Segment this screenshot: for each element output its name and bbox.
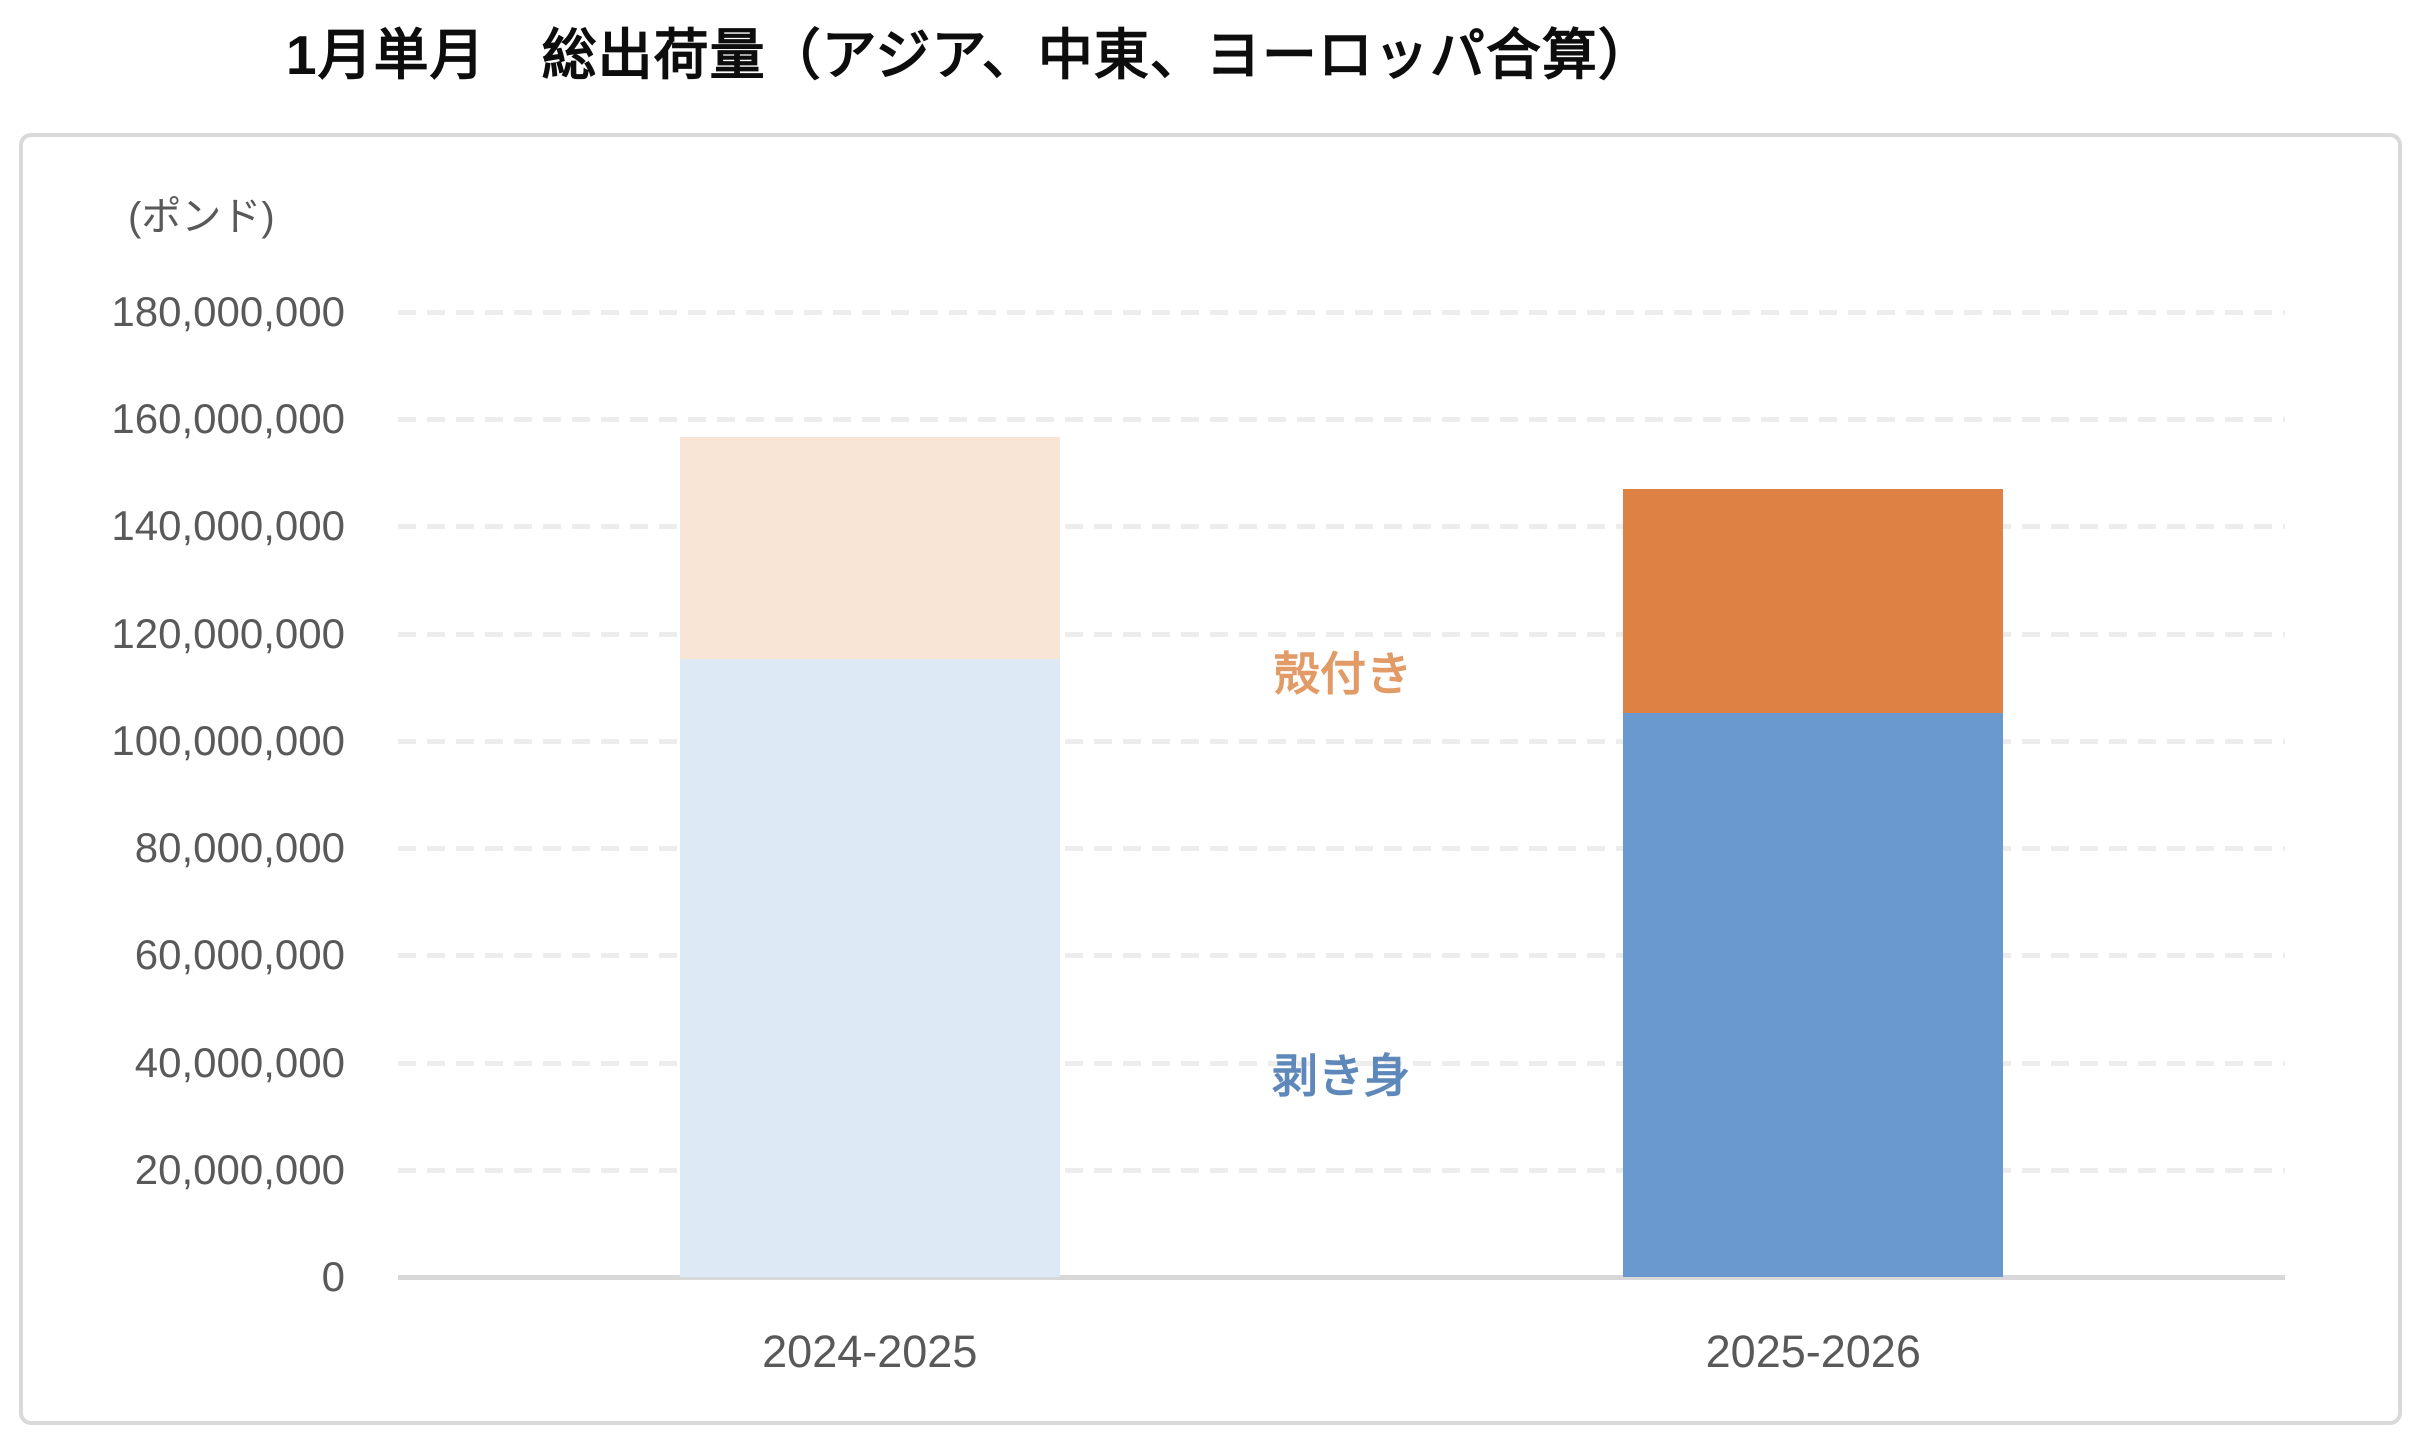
gridline <box>398 417 2285 423</box>
gridline <box>398 524 2285 530</box>
series-label-殻付き: 殻付き <box>1274 648 1412 700</box>
gridline <box>398 953 2285 959</box>
y-axis-unit-label: (ポンド) <box>128 195 275 239</box>
y-tick-label: 100,000,000 <box>111 716 345 764</box>
y-tick-label: 80,000,000 <box>134 824 345 872</box>
bar-segment-2025-2026-殻付き <box>1623 488 2004 713</box>
gridline <box>398 631 2285 637</box>
y-tick-label: 0 <box>321 1253 345 1300</box>
x-axis-category-label: 2024-2025 <box>762 1326 978 1377</box>
y-tick-label: 120,000,000 <box>111 609 345 657</box>
y-tick-label: 180,000,000 <box>111 288 345 335</box>
x-axis-line <box>398 1275 2285 1280</box>
gridline <box>398 738 2285 744</box>
y-tick-label: 20,000,000 <box>134 1145 345 1193</box>
chart-frame <box>19 133 2402 1425</box>
bar-segment-2024-2025-殻付き <box>679 436 1060 660</box>
bar-segment-2025-2026-剥き身 <box>1623 713 2004 1277</box>
y-tick-label: 40,000,000 <box>134 1038 345 1086</box>
gridline <box>398 310 2285 315</box>
gridline <box>398 846 2285 852</box>
x-axis-category-label: 2025-2026 <box>1705 1326 1921 1377</box>
series-label-剥き身: 剥き身 <box>1272 1050 1410 1102</box>
y-tick-label: 60,000,000 <box>134 931 345 979</box>
y-tick-label: 140,000,000 <box>111 502 345 550</box>
gridline <box>398 1167 2285 1173</box>
bar-segment-2024-2025-剥き身 <box>679 659 1060 1277</box>
chart-title: 1月単月 総出荷量（アジア、中東、ヨーロッパ合算） <box>286 24 1654 86</box>
y-tick-label: 160,000,000 <box>111 395 345 443</box>
gridline <box>398 1060 2285 1066</box>
